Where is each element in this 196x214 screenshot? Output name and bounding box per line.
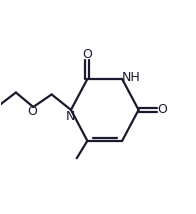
- Text: O: O: [83, 48, 92, 61]
- Text: O: O: [157, 103, 167, 116]
- Text: O: O: [27, 105, 37, 118]
- Text: NH: NH: [122, 71, 141, 84]
- Text: N: N: [65, 110, 75, 123]
